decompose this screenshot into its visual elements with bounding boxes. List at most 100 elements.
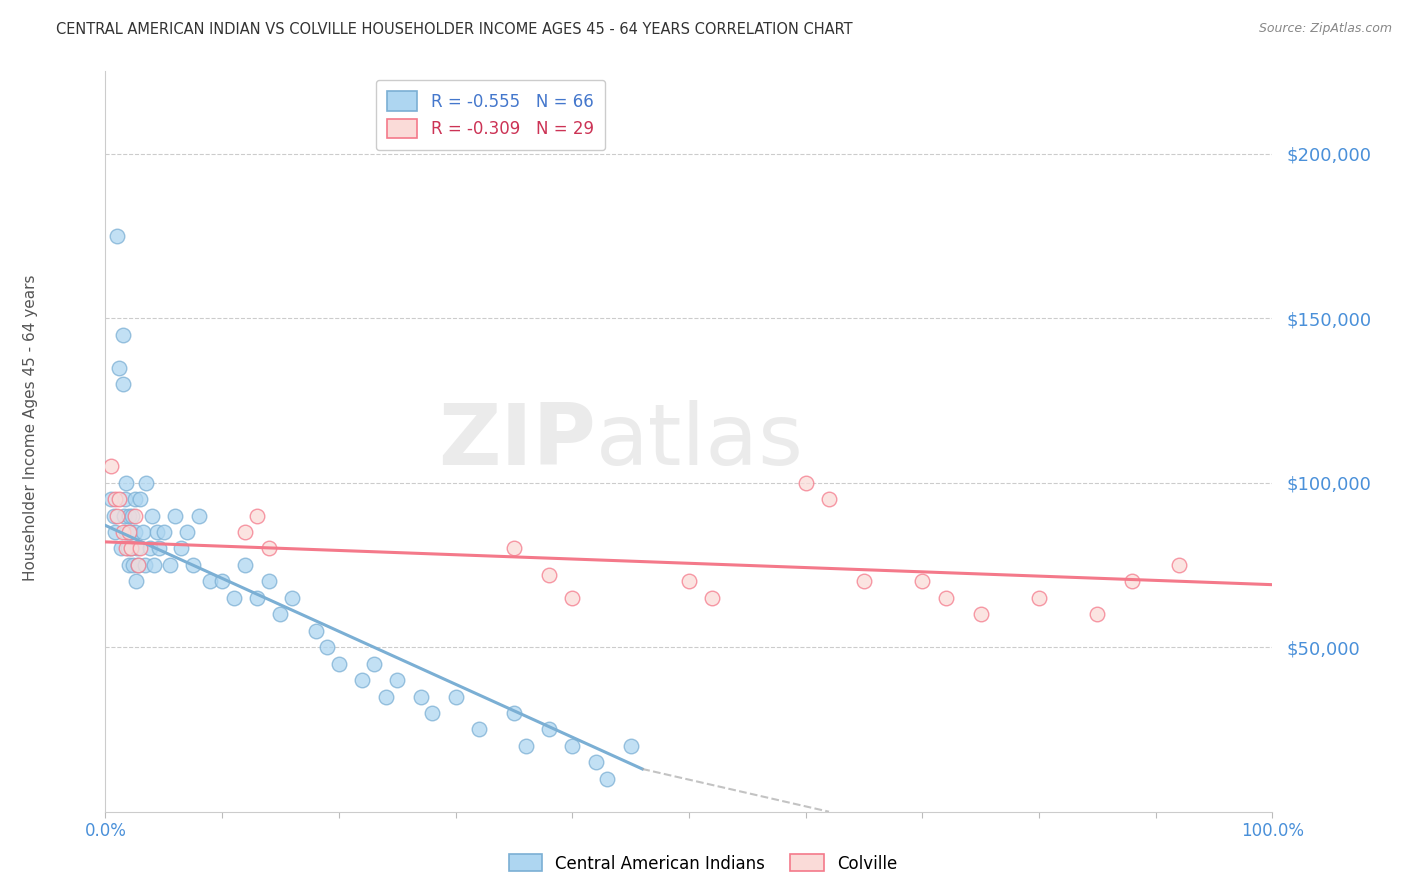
Point (124, 524, 146, 539)
Point (1121, 574, 1143, 589)
Point (115, 524, 138, 539)
Point (108, 360, 131, 375)
Point (112, 508, 135, 523)
Point (537, 567, 560, 582)
Point (678, 574, 700, 589)
Point (105, 508, 128, 523)
Point (561, 591, 583, 605)
Point (165, 508, 187, 523)
Text: ZIP: ZIP (437, 400, 596, 483)
Point (409, 690, 432, 704)
Point (143, 558, 166, 572)
Point (596, 772, 619, 786)
Text: Source: ZipAtlas.com: Source: ZipAtlas.com (1258, 22, 1392, 36)
Point (146, 524, 169, 539)
Point (911, 574, 934, 589)
Point (103, 508, 125, 523)
Point (702, 591, 724, 605)
Point (100, 492, 122, 507)
Point (352, 673, 374, 687)
Point (304, 624, 326, 638)
Point (122, 558, 145, 572)
Point (110, 541, 132, 556)
Point (818, 492, 841, 507)
Text: Householder Income Ages 45 - 64 years: Householder Income Ages 45 - 64 years (24, 275, 38, 582)
Point (935, 591, 957, 605)
Point (104, 524, 127, 539)
Point (269, 607, 292, 622)
Point (200, 574, 222, 589)
Point (118, 508, 141, 523)
Point (111, 376, 134, 391)
Point (328, 657, 350, 671)
Legend: R = -0.555   N = 66, R = -0.309   N = 29: R = -0.555 N = 66, R = -0.309 N = 29 (375, 79, 606, 150)
Point (1028, 591, 1050, 605)
Point (170, 541, 193, 556)
Point (316, 640, 339, 655)
Point (129, 492, 152, 507)
Point (139, 541, 162, 556)
Point (211, 574, 233, 589)
Text: atlas: atlas (596, 400, 804, 483)
Point (117, 541, 139, 556)
Point (515, 739, 537, 753)
Point (561, 739, 583, 753)
Point (235, 558, 257, 572)
Point (281, 591, 304, 605)
Point (141, 508, 163, 523)
Point (118, 524, 141, 539)
Point (235, 524, 257, 539)
Point (125, 574, 148, 589)
Point (619, 739, 641, 753)
Point (246, 591, 269, 605)
Point (118, 524, 141, 539)
Point (134, 558, 156, 572)
Point (502, 541, 524, 556)
Point (246, 508, 269, 523)
Point (187, 508, 209, 523)
Point (176, 524, 198, 539)
Point (114, 492, 136, 507)
Point (444, 690, 467, 704)
Point (970, 607, 993, 622)
Point (115, 541, 138, 556)
Point (104, 492, 127, 507)
Point (132, 524, 155, 539)
Point (420, 706, 443, 720)
Point (794, 475, 817, 490)
Point (111, 524, 134, 539)
Point (124, 508, 146, 523)
Point (100, 459, 122, 474)
Point (181, 558, 204, 572)
Point (127, 558, 149, 572)
Point (115, 475, 138, 490)
Point (148, 541, 170, 556)
Point (121, 508, 143, 523)
Point (105, 228, 128, 243)
Point (125, 541, 148, 556)
Point (537, 723, 560, 737)
Point (124, 492, 146, 507)
Point (374, 690, 396, 704)
Point (257, 541, 280, 556)
Point (127, 558, 149, 572)
Point (468, 723, 491, 737)
Point (120, 541, 142, 556)
Point (363, 657, 385, 671)
Point (108, 492, 131, 507)
Point (129, 541, 152, 556)
Point (1168, 558, 1191, 572)
Point (153, 524, 174, 539)
Point (135, 475, 157, 490)
Point (118, 558, 141, 572)
Point (159, 558, 181, 572)
Point (257, 574, 280, 589)
Point (585, 756, 607, 770)
Point (222, 591, 245, 605)
Point (111, 327, 134, 342)
Legend: Central American Indians, Colville: Central American Indians, Colville (502, 847, 904, 880)
Point (852, 574, 875, 589)
Point (385, 673, 408, 687)
Point (120, 541, 142, 556)
Point (1085, 607, 1108, 622)
